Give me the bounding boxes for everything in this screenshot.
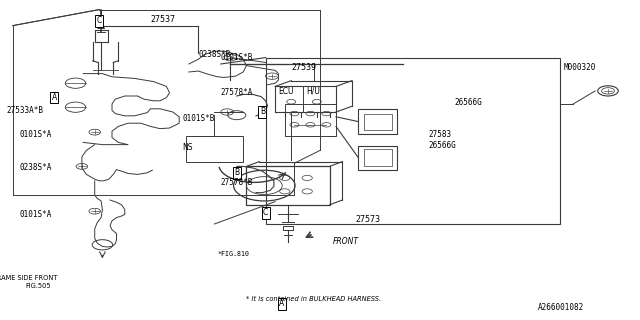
Text: NS: NS — [182, 143, 193, 152]
Text: *FIG.810: *FIG.810 — [218, 252, 250, 257]
Text: B: B — [260, 108, 265, 116]
Text: 27533A*B: 27533A*B — [6, 106, 44, 115]
Bar — [266, 58, 560, 224]
Text: FRONT: FRONT — [333, 237, 359, 246]
Text: C: C — [263, 208, 268, 217]
Text: 27583: 27583 — [429, 130, 452, 139]
Bar — [358, 146, 397, 170]
Text: A266001082: A266001082 — [538, 303, 584, 312]
Bar — [285, 104, 336, 136]
Text: 0101S*A: 0101S*A — [19, 130, 52, 139]
Text: 0101S*B: 0101S*B — [182, 114, 215, 123]
Text: ECU: ECU — [278, 87, 294, 96]
Text: 27539: 27539 — [291, 63, 316, 72]
Text: 27578*B: 27578*B — [221, 178, 253, 187]
Text: 27578*A: 27578*A — [221, 88, 253, 97]
Text: 0101S*A: 0101S*A — [19, 210, 52, 219]
Text: A: A — [52, 93, 57, 102]
Text: H/U: H/U — [306, 87, 320, 96]
Text: B: B — [234, 168, 239, 177]
Text: 27573: 27573 — [355, 215, 380, 224]
Text: A: A — [279, 300, 284, 308]
Text: FRAME SIDE FRONT: FRAME SIDE FRONT — [0, 276, 58, 281]
Bar — [364, 114, 392, 130]
Bar — [364, 149, 392, 166]
Text: * It is contained in BULKHEAD HARNESS.: * It is contained in BULKHEAD HARNESS. — [246, 296, 381, 302]
Bar — [358, 109, 397, 134]
Text: 0238S*B: 0238S*B — [198, 50, 231, 59]
Bar — [186, 136, 243, 162]
Text: 0238S*A: 0238S*A — [19, 164, 52, 172]
Text: C: C — [97, 16, 102, 25]
Text: 0101S*B: 0101S*B — [221, 53, 253, 62]
Text: M000320: M000320 — [563, 63, 596, 72]
Text: 26566G: 26566G — [429, 141, 456, 150]
Text: 26566G: 26566G — [454, 98, 482, 107]
Text: FIG.505: FIG.505 — [26, 284, 51, 289]
Bar — [246, 166, 330, 205]
Text: 27537: 27537 — [150, 15, 175, 24]
